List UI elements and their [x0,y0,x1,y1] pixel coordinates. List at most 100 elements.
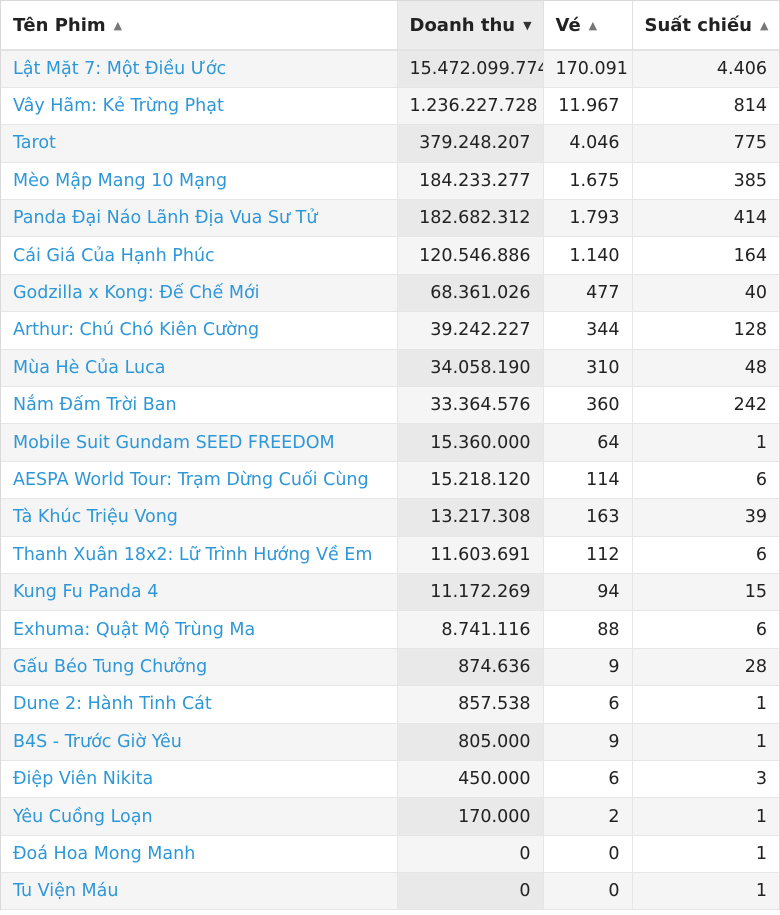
cell-tickets: 11.967 [543,87,633,126]
table-row: Mèo Mập Mang 10 Mạng 184.233.277 1.675 385 [1,162,779,201]
column-header-showtimes-label: Suất chiếu [644,14,752,36]
movie-title-link[interactable]: Mobile Suit Gundam SEED FREEDOM [13,432,335,453]
cell-movie-name: Godzilla x Kong: Đế Chế Mới [1,274,398,313]
column-header-revenue-label: Doanh thu [409,14,516,36]
cell-tickets: 163 [543,498,633,537]
movie-title-link[interactable]: Tarot [13,133,56,154]
table-header-row: Tên Phim ▲ Doanh thu ▼ Vé ▲ Suất chiếu ▲ [1,1,779,51]
cell-tickets: 4.046 [543,124,633,163]
cell-showtimes: 814 [632,87,779,126]
cell-movie-name: Panda Đại Náo Lãnh Địa Vua Sư Tử [1,199,398,238]
table-row: Nắm Đấm Trời Ban 33.364.576 360 242 [1,386,779,425]
movie-title-link[interactable]: Godzilla x Kong: Đế Chế Mới [13,283,260,304]
movie-title-link[interactable]: Mùa Hè Của Luca [13,357,166,378]
cell-movie-name: Dune 2: Hành Tinh Cát [1,685,398,724]
cell-tickets: 6 [543,685,633,724]
cell-tickets: 114 [543,461,633,500]
movie-title-link[interactable]: Arthur: Chú Chó Kiên Cường [13,320,260,341]
movie-title-link[interactable]: Gấu Béo Tung Chưởng [13,656,208,677]
cell-revenue: 805.000 [397,723,544,761]
cell-movie-name: Đoá Hoa Mong Manh [1,835,398,874]
cell-movie-name: AESPA World Tour: Trạm Dừng Cuối Cùng [1,461,398,500]
cell-showtimes: 6 [632,610,779,649]
cell-movie-name: Thanh Xuân 18x2: Lữ Trình Hướng Về Em [1,536,398,574]
table-row: B4S - Trước Giờ Yêu 805.000 9 1 [1,723,779,761]
movie-title-link[interactable]: Lật Mặt 7: Một Điều Ước [13,58,227,79]
cell-tickets: 1.793 [543,199,633,238]
cell-revenue: 184.233.277 [397,162,544,201]
movie-title-link[interactable]: Điệp Viên Nikita [13,769,154,790]
cell-showtimes: 775 [632,124,779,163]
table-row: Lật Mặt 7: Một Điều Ước 15.472.099.774 170… [1,50,779,88]
movie-title-link[interactable]: Vây Hãm: Kẻ Trừng Phạt [13,96,224,117]
cell-showtimes: 385 [632,162,779,201]
cell-showtimes: 414 [632,199,779,238]
cell-showtimes: 1 [632,835,779,874]
movie-title-link[interactable]: Tà Khúc Triệu Vong [13,507,178,528]
movie-title-link[interactable]: Exhuma: Quật Mộ Trùng Ma [13,619,256,640]
movie-title-link[interactable]: Nắm Đấm Trời Ban [13,395,177,416]
movie-title-link[interactable]: Tu Viện Máu [13,881,119,902]
cell-tickets: 9 [543,648,633,687]
cell-tickets: 360 [543,386,633,425]
column-header-name[interactable]: Tên Phim ▲ [1,1,398,51]
movie-title-link[interactable]: Yêu Cuồng Loạn [13,806,153,827]
cell-movie-name: Mùa Hè Của Luca [1,349,398,388]
movie-title-link[interactable]: Dune 2: Hành Tinh Cát [13,694,212,715]
movie-title-link[interactable]: Kung Fu Panda 4 [13,582,159,603]
cell-tickets: 1.675 [543,162,633,201]
table-row: Tu Viện Máu 0 0 1 [1,872,779,911]
cell-revenue: 68.361.026 [397,274,544,313]
cell-revenue: 33.364.576 [397,386,544,425]
table-row: Dune 2: Hành Tinh Cát 857.538 6 1 [1,685,779,724]
cell-showtimes: 28 [632,648,779,687]
column-header-revenue[interactable]: Doanh thu ▼ [397,1,544,51]
cell-tickets: 9 [543,723,633,761]
table-row: Vây Hãm: Kẻ Trừng Phạt 1.236.227.728 11.96… [1,87,779,126]
cell-tickets: 94 [543,573,633,612]
table-row: AESPA World Tour: Trạm Dừng Cuối Cùng 15.… [1,461,779,500]
cell-movie-name: Lật Mặt 7: Một Điều Ước [1,50,398,88]
cell-movie-name: Gấu Béo Tung Chưởng [1,648,398,687]
movie-title-link[interactable]: Panda Đại Náo Lãnh Địa Vua Sư Tử [13,208,318,229]
table-row: Tarot 379.248.207 4.046 775 [1,124,779,163]
table-row: Thanh Xuân 18x2: Lữ Trình Hướng Về Em 11.… [1,536,779,574]
movie-title-link[interactable]: AESPA World Tour: Trạm Dừng Cuối Cùng [13,469,369,490]
cell-revenue: 15.472.099.774 [397,50,544,88]
movie-title-link[interactable]: B4S - Trước Giờ Yêu [13,731,182,752]
cell-showtimes: 1 [632,797,779,836]
cell-tickets: 6 [543,760,633,799]
cell-movie-name: B4S - Trước Giờ Yêu [1,723,398,761]
cell-tickets: 88 [543,610,633,649]
cell-showtimes: 1 [632,423,779,462]
cell-revenue: 0 [397,835,544,874]
table-row: Điệp Viên Nikita 450.000 6 3 [1,760,779,799]
cell-revenue: 857.538 [397,685,544,724]
cell-showtimes: 3 [632,760,779,799]
cell-movie-name: Mèo Mập Mang 10 Mạng [1,162,398,201]
cell-tickets: 2 [543,797,633,836]
column-header-showtimes[interactable]: Suất chiếu ▲ [632,1,779,51]
cell-movie-name: Mobile Suit Gundam SEED FREEDOM [1,423,398,462]
cell-tickets: 64 [543,423,633,462]
movie-title-link[interactable]: Cái Giá Của Hạnh Phúc [13,245,215,266]
cell-showtimes: 40 [632,274,779,313]
cell-showtimes: 164 [632,236,779,275]
movie-title-link[interactable]: Đoá Hoa Mong Manh [13,843,196,864]
table-row: Yêu Cuồng Loạn 170.000 2 1 [1,797,779,836]
cell-showtimes: 39 [632,498,779,537]
sort-asc-icon: ▲ [588,18,598,32]
cell-revenue: 39.242.227 [397,311,544,350]
cell-showtimes: 1 [632,723,779,761]
cell-showtimes: 1 [632,872,779,911]
cell-showtimes: 48 [632,349,779,388]
cell-revenue: 34.058.190 [397,349,544,388]
cell-movie-name: Điệp Viên Nikita [1,760,398,799]
cell-revenue: 120.546.886 [397,236,544,275]
column-header-tickets[interactable]: Vé ▲ [543,1,633,51]
movie-title-link[interactable]: Thanh Xuân 18x2: Lữ Trình Hướng Về Em [13,544,373,565]
movie-title-link[interactable]: Mèo Mập Mang 10 Mạng [13,170,228,191]
cell-movie-name: Nắm Đấm Trời Ban [1,386,398,425]
cell-revenue: 450.000 [397,760,544,799]
